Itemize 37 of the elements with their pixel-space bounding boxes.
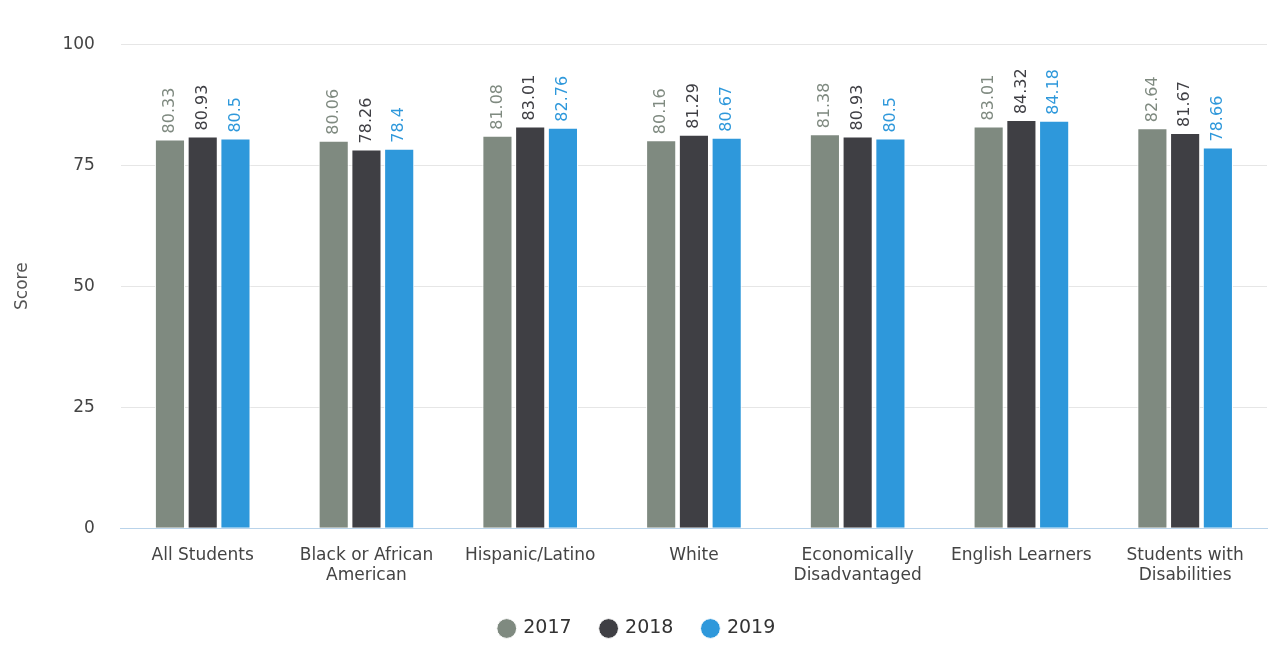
x-tick-label: English Learners xyxy=(951,543,1092,564)
x-tick-label: Black or African American xyxy=(299,543,434,585)
data-label: 80.93 xyxy=(846,84,866,131)
x-tick-label: White xyxy=(669,543,719,564)
data-label: 78.4 xyxy=(388,107,408,143)
y-tick-label: 75 xyxy=(73,153,95,174)
data-label: 82.76 xyxy=(552,75,572,122)
data-label: 80.93 xyxy=(191,84,211,131)
data-label: 80.33 xyxy=(159,87,179,134)
data-label: 81.29 xyxy=(683,82,703,129)
data-label: 78.26 xyxy=(355,97,375,144)
data-label: 78.66 xyxy=(1207,95,1227,142)
y-tick-label: 0 xyxy=(84,516,95,537)
x-tick-label: Hispanic/Latino xyxy=(464,543,596,564)
data-label: 84.18 xyxy=(1043,68,1063,115)
data-label: 82.64 xyxy=(1141,76,1161,123)
data-label: 81.38 xyxy=(814,82,834,129)
y-tick-label: 50 xyxy=(73,274,95,295)
data-label: 81.08 xyxy=(486,83,506,130)
legend-label: 2019 xyxy=(726,615,776,638)
x-tick-label: All Students xyxy=(151,543,254,564)
x-tick-label: Students with Disabilities xyxy=(1126,543,1244,585)
data-label: 80.06 xyxy=(322,88,342,135)
data-label: 80.67 xyxy=(715,85,735,132)
data-label: 81.67 xyxy=(1174,81,1194,127)
data-label: 80.16 xyxy=(650,88,670,135)
data-label: 80.5 xyxy=(879,96,899,133)
y-tick-label: 100 xyxy=(62,32,95,53)
data-label: 80.5 xyxy=(224,96,244,133)
y-axis-title: Score xyxy=(10,262,31,311)
legend-label: 2017 xyxy=(523,615,572,638)
y-tick-label: 25 xyxy=(73,395,95,416)
data-label: 83.01 xyxy=(977,74,997,121)
data-label: 84.32 xyxy=(1010,68,1030,115)
legend-label: 2018 xyxy=(625,615,674,638)
data-label: 83.01 xyxy=(519,74,539,121)
x-tick-label: Economically Disadvantaged xyxy=(793,543,922,585)
